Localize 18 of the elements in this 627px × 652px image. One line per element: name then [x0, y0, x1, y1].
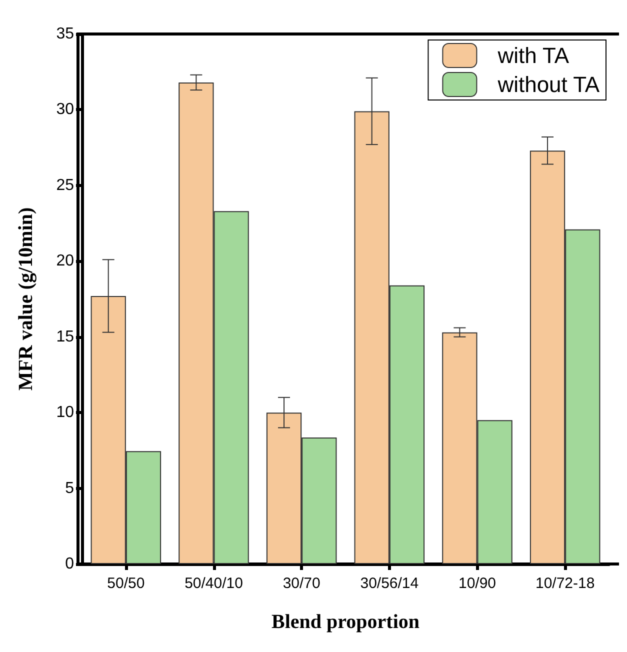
x-tick-label: 30/70 [282, 575, 320, 592]
y-tick-label: 35 [56, 26, 74, 42]
x-tick-label: 50/50 [107, 575, 145, 592]
y-tick-label: 0 [65, 556, 74, 572]
y-tick-label: 10 [56, 404, 74, 422]
y-tick-label: 5 [65, 480, 74, 497]
y-tick-label: 30 [56, 101, 74, 118]
x-tick-label: 10/72-18 [535, 575, 595, 592]
x-axis-title: Blend proportion [272, 611, 420, 633]
legend-label: without TA [496, 72, 600, 97]
y-axis-title: MFR value (g/10min) [15, 207, 37, 391]
y-tick-label: 20 [56, 252, 74, 270]
y-tick-label: 15 [56, 328, 74, 346]
x-tick-label: 10/90 [458, 575, 496, 592]
x-tick-label: 50/40/10 [184, 575, 243, 592]
y-tick-label: 25 [56, 176, 74, 194]
legend-label: with TA [496, 43, 570, 68]
x-tick-label: 30/56/14 [360, 575, 419, 592]
